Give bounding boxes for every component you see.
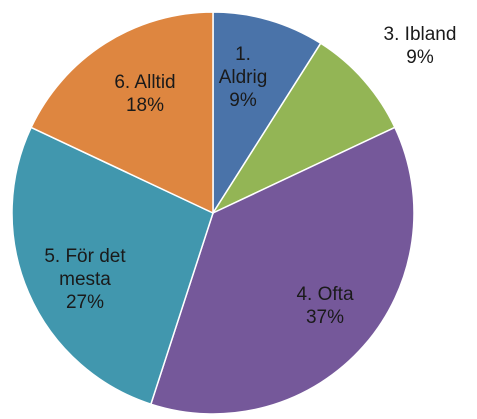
slice-category-label: 5. För det mesta [44, 246, 126, 290]
slice-category-label: 6. Alltid [114, 72, 175, 93]
pie-slice [210, 42, 396, 215]
pie-slice [212, 11, 322, 216]
slice-category-label: 3. Ibland [384, 24, 457, 45]
pie-slice [11, 126, 214, 406]
slice-value-label: 37% [306, 307, 344, 328]
slice-category-label: 4. Ofta [296, 284, 353, 305]
slice-value-label: 9% [406, 47, 434, 68]
slice-value-label: 18% [126, 95, 164, 116]
slice-category-label: 1. Aldrig [219, 44, 268, 88]
slice-value-label: 9% [229, 90, 257, 111]
pie-slice [30, 11, 214, 215]
slice-value-label: 27% [66, 292, 104, 313]
